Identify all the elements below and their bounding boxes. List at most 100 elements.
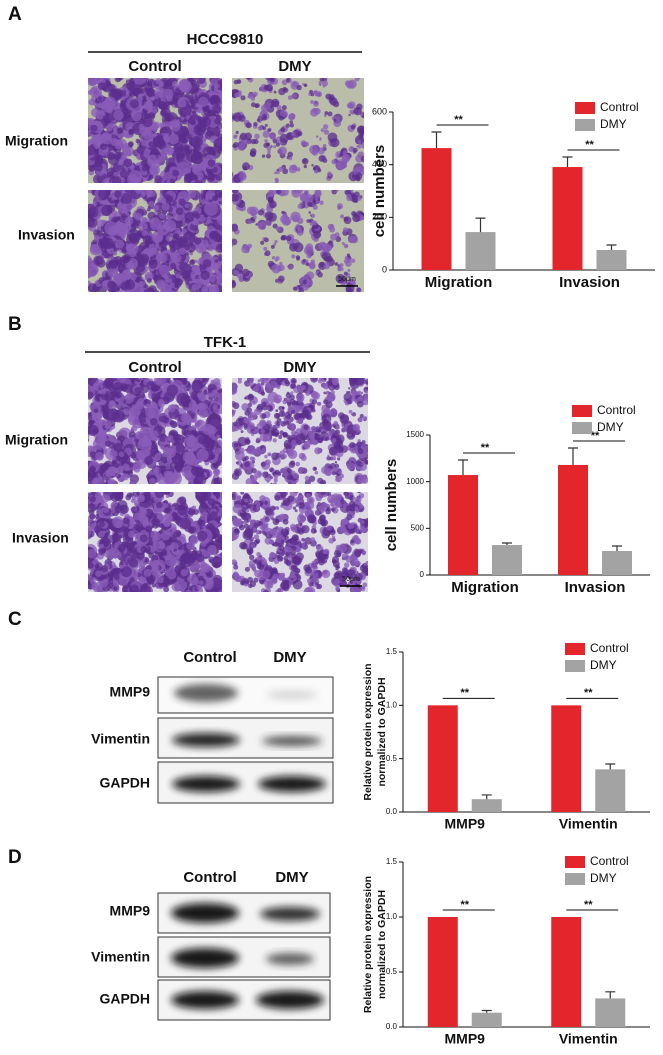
cell [135, 190, 143, 194]
cell [331, 437, 337, 443]
cell [149, 166, 159, 176]
cell [310, 378, 318, 383]
cell [245, 78, 252, 81]
cell [306, 413, 313, 421]
cell [170, 263, 177, 269]
cell [124, 216, 134, 226]
cell [288, 113, 296, 120]
cell [246, 446, 256, 455]
cell [263, 246, 268, 251]
cell [273, 145, 277, 149]
cell [221, 192, 222, 196]
cell [156, 224, 166, 233]
cell [264, 123, 268, 127]
cell [297, 217, 304, 225]
cell [314, 447, 322, 455]
cell [201, 118, 208, 124]
cell [345, 244, 349, 248]
cell [306, 279, 313, 286]
cell [323, 391, 326, 395]
cell [343, 216, 352, 225]
cell [133, 78, 147, 85]
cell [197, 393, 206, 402]
cell [272, 139, 278, 144]
cell [281, 105, 287, 111]
cell [156, 139, 167, 150]
cell [167, 404, 176, 413]
cell [244, 461, 251, 468]
cell [234, 134, 238, 138]
cell [328, 240, 333, 245]
cell [282, 453, 287, 459]
cell [217, 428, 222, 436]
cell [360, 391, 364, 395]
cell [97, 434, 107, 444]
cell [337, 457, 341, 461]
cell [185, 115, 190, 120]
cell [235, 130, 239, 134]
cell [232, 115, 237, 120]
cell [328, 434, 331, 437]
cell [193, 123, 206, 136]
cell [114, 141, 123, 150]
cell [207, 159, 216, 167]
cell [145, 235, 154, 245]
cell [233, 442, 239, 448]
cell [347, 235, 356, 244]
cell [290, 470, 296, 476]
cell [238, 114, 246, 122]
cell [275, 226, 281, 232]
scale-bar-label: 50μm [338, 276, 356, 283]
cell [347, 399, 352, 404]
cell [84, 474, 88, 478]
cell [94, 163, 103, 172]
cell [107, 478, 115, 484]
cell [97, 190, 111, 201]
cell [113, 459, 117, 464]
cell [242, 165, 248, 171]
cell [114, 190, 122, 199]
cell [172, 232, 180, 240]
cell [338, 470, 343, 475]
cell [261, 392, 265, 396]
cell [147, 287, 154, 292]
cell [326, 456, 331, 461]
cell [322, 158, 328, 163]
cell [201, 378, 210, 382]
cell [262, 405, 268, 411]
cells [232, 190, 364, 292]
cell [138, 280, 145, 288]
cell [192, 210, 199, 218]
cell [113, 110, 124, 121]
cell [175, 273, 181, 279]
cell [303, 245, 314, 256]
cell [264, 250, 271, 257]
cell [214, 259, 219, 263]
cell [323, 243, 332, 252]
cell [111, 175, 122, 183]
cell [219, 243, 222, 252]
cell [153, 467, 159, 474]
cell [178, 99, 187, 108]
cell [212, 195, 218, 202]
cell [321, 415, 327, 421]
cell [233, 468, 242, 477]
cell [269, 190, 279, 195]
cell [296, 419, 300, 424]
cell [95, 451, 104, 461]
cell [263, 433, 271, 442]
cell [238, 443, 243, 447]
cell [273, 394, 283, 404]
cell [279, 109, 288, 117]
cell [105, 186, 109, 190]
cell [355, 460, 362, 466]
cell [339, 473, 345, 479]
cell [317, 402, 322, 406]
cell [121, 209, 126, 215]
cell [134, 386, 141, 394]
cell [303, 83, 308, 87]
cell [128, 80, 136, 88]
cell [335, 273, 346, 284]
column-header: Control [128, 359, 181, 376]
cell [122, 463, 130, 471]
